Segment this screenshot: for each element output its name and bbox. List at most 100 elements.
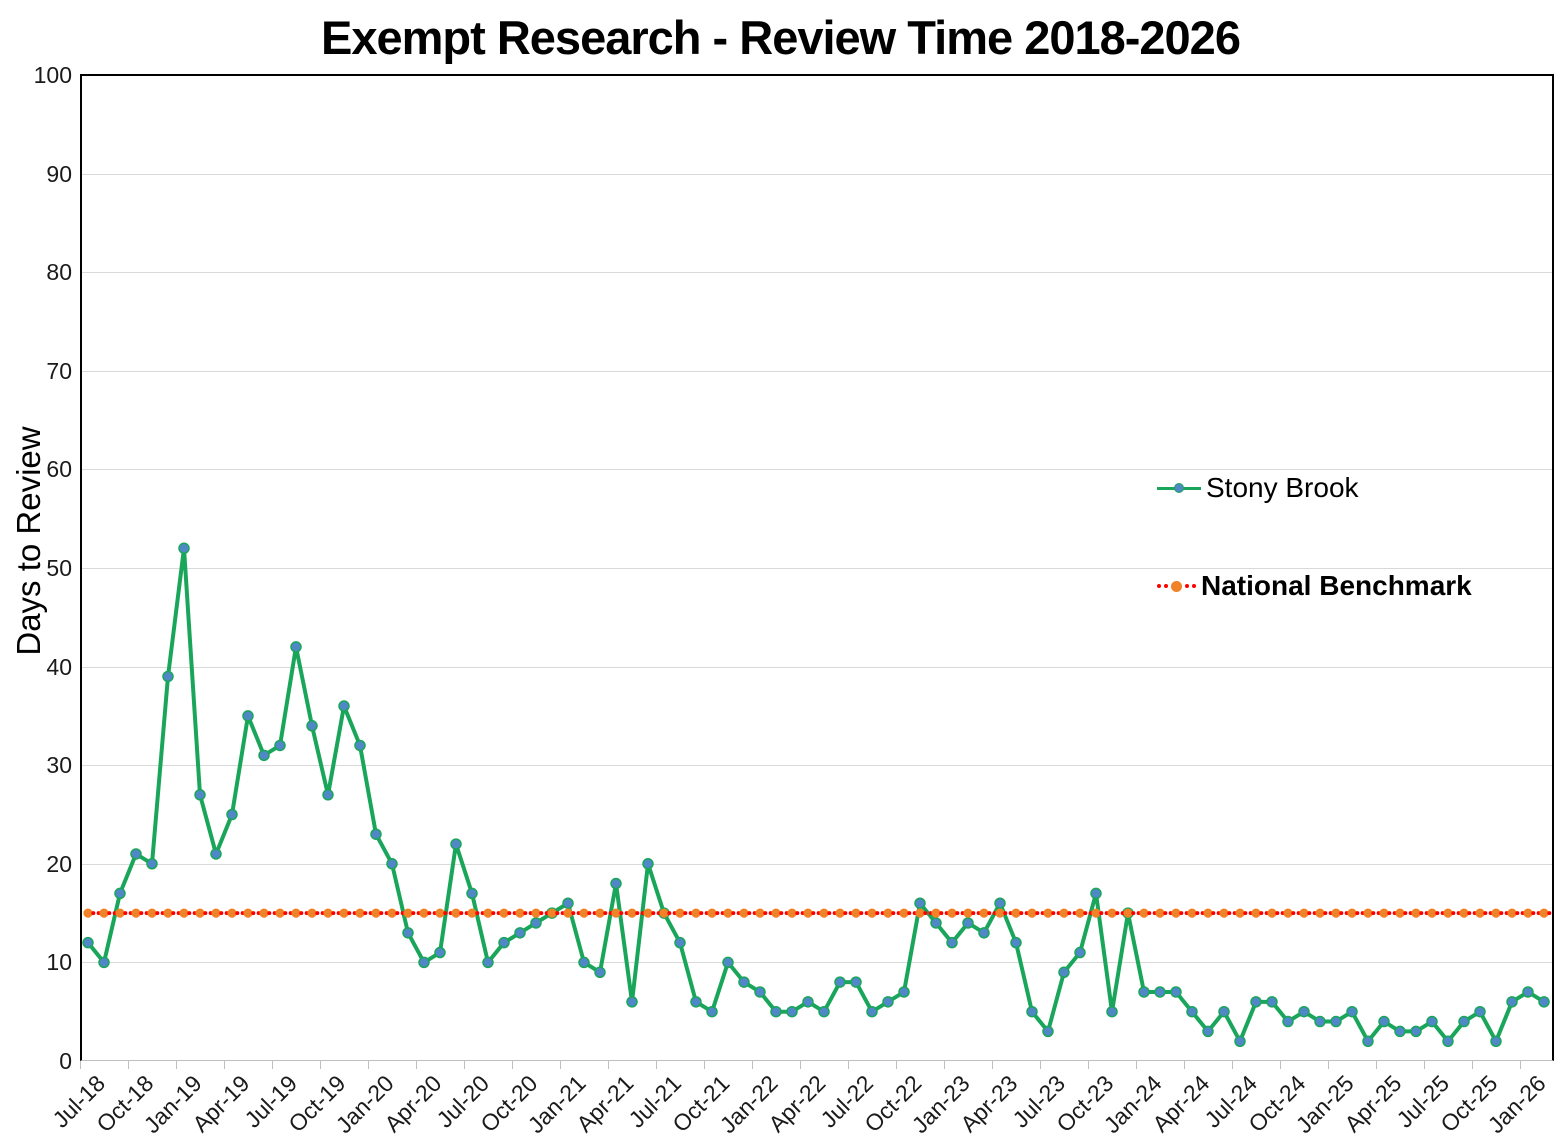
- stony-brook-data-point: [1346, 1005, 1358, 1018]
- stony-brook-data-point: [322, 789, 334, 801]
- stony-brook-data-point: [962, 917, 974, 929]
- benchmark-marker: [1347, 908, 1357, 918]
- benchmark-red-dot: [283, 911, 288, 916]
- benchmark-red-dot: [1531, 911, 1536, 916]
- stony-brook-data-point: [1394, 1025, 1406, 1038]
- x-axis-tick: [848, 1061, 849, 1069]
- benchmark-marker: [355, 908, 365, 918]
- benchmark-marker: [1523, 908, 1533, 918]
- benchmark-red-dot: [315, 911, 320, 916]
- benchmark-marker: [771, 908, 781, 918]
- x-axis-tick: [1520, 1061, 1521, 1069]
- x-axis-tick: [1088, 1061, 1089, 1069]
- benchmark-red-dot: [1547, 911, 1552, 916]
- stony-brook-data-point: [562, 897, 574, 909]
- benchmark-red-dot: [1163, 911, 1168, 916]
- benchmark-marker: [531, 908, 541, 918]
- stony-brook-data-point: [434, 946, 446, 959]
- stony-brook-data-point: [1522, 986, 1534, 998]
- benchmark-red-dot: [1387, 911, 1392, 916]
- benchmark-marker: [963, 908, 973, 918]
- chart-title: Exempt Research - Review Time 2018-2026: [321, 11, 1241, 64]
- stony-brook-data-point: [290, 641, 302, 653]
- benchmark-red-dot: [923, 911, 928, 916]
- legend-national-benchmark-label: National Benchmark: [1201, 570, 1472, 601]
- stony-brook-data-point: [1010, 936, 1022, 949]
- stony-brook-data-point: [258, 749, 270, 762]
- stony-brook-data-point: [594, 966, 606, 979]
- stony-brook-data-point: [274, 739, 286, 752]
- x-axis-tick: [464, 1061, 465, 1069]
- benchmark-marker: [163, 908, 173, 918]
- benchmark-red-dot: [795, 911, 800, 916]
- stony-brook-data-point: [1282, 1015, 1294, 1028]
- stony-brook-data-point: [866, 1005, 878, 1018]
- stony-brook-data-point: [1202, 1025, 1214, 1038]
- benchmark-red-dot: [251, 911, 256, 916]
- stony-brook-data-point: [130, 848, 142, 860]
- stony-brook-data-point: [578, 956, 590, 969]
- x-axis-tick: [1040, 1061, 1041, 1069]
- stony-brook-data-point: [1106, 1005, 1118, 1018]
- benchmark-marker: [867, 908, 877, 918]
- stony-brook-data-point: [1026, 1005, 1038, 1018]
- benchmark-marker: [1443, 908, 1453, 918]
- benchmark-red-dot: [123, 911, 128, 916]
- gridline: [82, 666, 1552, 668]
- benchmark-marker: [563, 908, 573, 918]
- benchmark-red-dot: [1003, 911, 1008, 916]
- benchmark-marker: [1475, 908, 1485, 918]
- y-axis-label: 10: [46, 949, 72, 976]
- x-axis-tick: [704, 1061, 705, 1069]
- benchmark-red-dot: [139, 911, 144, 916]
- benchmark-marker: [115, 908, 125, 918]
- benchmark-marker: [1235, 908, 1245, 918]
- benchmark-red-dot: [1147, 911, 1152, 916]
- benchmark-marker: [323, 908, 333, 918]
- benchmark-marker: [1123, 908, 1133, 918]
- benchmark-marker: [627, 908, 637, 918]
- gridline: [82, 370, 1552, 372]
- stony-brook-data-point: [1186, 1005, 1198, 1018]
- benchmark-red-dot: [619, 911, 624, 916]
- x-axis-tick: [608, 1061, 609, 1069]
- gridline: [82, 272, 1552, 274]
- benchmark-red-dot: [1339, 911, 1344, 916]
- stony-brook-data-point: [1362, 1035, 1374, 1048]
- benchmark-marker: [1219, 908, 1229, 918]
- benchmark-marker: [499, 908, 509, 918]
- stony-brook-data-point: [1090, 887, 1102, 900]
- benchmark-marker: [1027, 908, 1037, 918]
- stony-brook-data-point: [1074, 946, 1086, 959]
- stony-brook-data-point: [194, 789, 206, 801]
- x-axis-tick: [1376, 1061, 1377, 1069]
- benchmark-marker: [1315, 908, 1325, 918]
- stony-brook-data-point: [786, 1005, 798, 1018]
- legend-stony-brook-label: Stony Brook: [1206, 472, 1359, 503]
- benchmark-red-dot: [971, 911, 976, 916]
- benchmark-red-dot: [907, 911, 912, 916]
- benchmark-red-dot: [331, 911, 336, 916]
- benchmark-red-dot: [1131, 911, 1136, 916]
- benchmark-marker: [915, 908, 925, 918]
- stony-brook-data-point: [1330, 1015, 1342, 1028]
- benchmark-marker: [1011, 908, 1021, 918]
- stony-brook-data-point: [1042, 1025, 1054, 1038]
- benchmark-red-dot: [987, 911, 992, 916]
- benchmark-marker: [515, 908, 525, 918]
- benchmark-marker: [1251, 908, 1261, 918]
- benchmark-red-dot: [699, 911, 704, 916]
- benchmark-marker: [931, 908, 941, 918]
- benchmark-marker: [387, 908, 397, 918]
- stony-brook-data-point: [242, 710, 254, 722]
- benchmark-marker: [1363, 908, 1373, 918]
- stony-brook-data-point: [770, 1005, 782, 1018]
- benchmark-legend-swatch: [1157, 580, 1196, 592]
- stony-brook-data-point: [226, 808, 238, 821]
- x-axis-tick: [1136, 1061, 1137, 1069]
- stony-brook-data-point: [1442, 1035, 1454, 1048]
- benchmark-marker: [483, 908, 493, 918]
- benchmark-red-dot: [427, 911, 432, 916]
- benchmark-marker: [275, 908, 285, 918]
- benchmark-red-dot: [1371, 911, 1376, 916]
